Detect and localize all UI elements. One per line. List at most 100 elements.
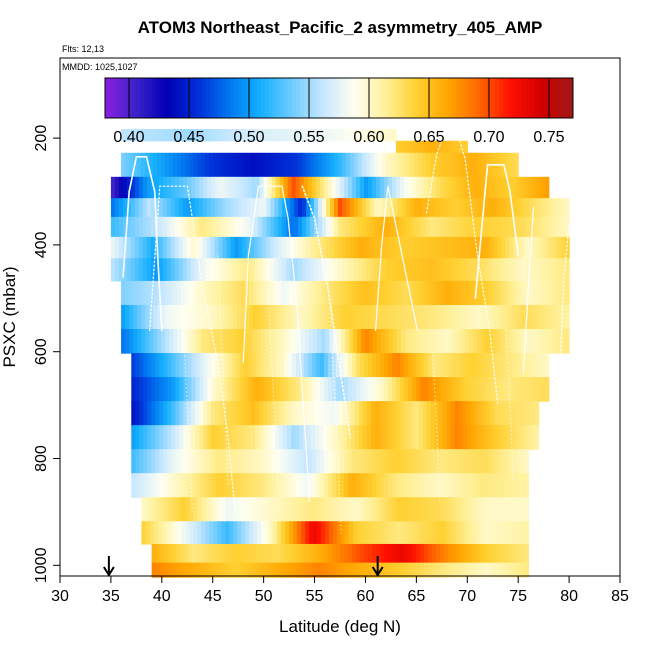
heat-cell [222, 236, 228, 259]
heat-cell [353, 152, 359, 178]
heat-cell [225, 329, 230, 354]
heat-cell [291, 377, 297, 402]
heat-cell [251, 353, 257, 378]
y-tick-label: 200 [33, 125, 50, 152]
flight-track-dotted [267, 287, 280, 512]
heat-cell [179, 176, 184, 199]
heat-cell [327, 473, 333, 498]
heat-cell [223, 377, 229, 402]
heat-cell [273, 521, 278, 545]
heat-cell [428, 562, 433, 578]
heat-cell [393, 198, 399, 218]
heat-cell [373, 216, 379, 238]
heat-cell [243, 377, 249, 402]
y-tick-label: 1000 [33, 547, 50, 583]
heat-cell [428, 473, 433, 498]
heat-cell [536, 353, 542, 378]
heat-cell [215, 401, 220, 426]
heat-cell [492, 473, 497, 498]
heat-cell [122, 216, 128, 238]
heat-cell [279, 543, 285, 564]
heat-cell [492, 449, 497, 474]
heat-cell [356, 377, 361, 402]
heat-cell [191, 562, 197, 578]
heat-cell [392, 377, 397, 402]
heat-cell [356, 497, 362, 522]
heat-cell [297, 152, 303, 178]
heat-cell [176, 129, 182, 142]
heat-cell [142, 236, 148, 259]
heat-cell [239, 543, 245, 564]
heat-cell [369, 198, 375, 218]
heat-cell [158, 198, 164, 218]
heat-cell [247, 377, 253, 402]
heat-cell [155, 353, 160, 378]
heat-cell [183, 377, 189, 402]
heat-cell [409, 216, 415, 238]
heat-cell [262, 258, 267, 282]
heat-cell [286, 401, 292, 426]
heat-cell [438, 425, 444, 450]
heat-cell [259, 473, 265, 498]
heat-cell [416, 473, 421, 498]
heat-cell [396, 353, 401, 378]
heat-cell [482, 401, 488, 426]
heat-cell [341, 329, 346, 354]
heat-cell [246, 258, 251, 282]
heat-cell [380, 129, 385, 142]
heat-cell [281, 152, 287, 178]
heat-cell [349, 304, 354, 330]
heat-cell [401, 329, 406, 354]
heat-cell [376, 129, 381, 142]
heat-cell [131, 425, 136, 450]
heat-cell [333, 304, 338, 330]
heat-cell [313, 304, 318, 330]
colorbar-swatch [198, 78, 203, 118]
heat-cell [517, 280, 522, 306]
heat-cell [428, 353, 433, 378]
heat-cell [378, 425, 384, 450]
heat-cell [404, 377, 409, 402]
heat-cell [226, 216, 232, 238]
heat-cell [333, 329, 338, 354]
heat-cell [238, 258, 243, 282]
heat-cell [496, 176, 502, 199]
colorbar-swatch [303, 78, 309, 118]
heat-cell [219, 377, 225, 402]
heat-cell [313, 280, 318, 306]
heat-cell [211, 473, 217, 498]
heat-cell [508, 449, 513, 474]
heat-cell [481, 236, 487, 259]
heat-cell [210, 216, 216, 238]
heat-cell [544, 377, 550, 402]
heat-cell [448, 377, 453, 402]
heat-cell [476, 449, 481, 474]
heat-cell [281, 521, 286, 545]
heat-cell [457, 236, 463, 259]
heat-cell [393, 304, 398, 330]
colorbar-swatch [268, 78, 274, 118]
heat-cell [348, 543, 353, 564]
heat-cell [227, 401, 232, 426]
heat-cell [545, 198, 550, 218]
heat-cell [340, 562, 345, 578]
heat-cell [420, 449, 425, 474]
x-tick-label: 70 [458, 588, 476, 605]
heat-cell [131, 449, 136, 474]
heat-cell [343, 473, 349, 498]
heat-cell [155, 473, 160, 498]
heat-cell [492, 521, 498, 545]
heat-cell [319, 473, 325, 498]
heat-cell [429, 329, 434, 354]
heat-cell [290, 425, 296, 450]
heat-cell [384, 129, 389, 142]
heat-cell [509, 280, 514, 306]
heat-cell [249, 497, 254, 522]
heat-cell [170, 258, 176, 282]
heat-cell [445, 216, 451, 238]
heat-cell [313, 329, 318, 354]
heat-cell [289, 329, 294, 354]
heat-cell [461, 236, 467, 259]
heat-cell [444, 497, 450, 522]
heat-cell [282, 236, 287, 259]
